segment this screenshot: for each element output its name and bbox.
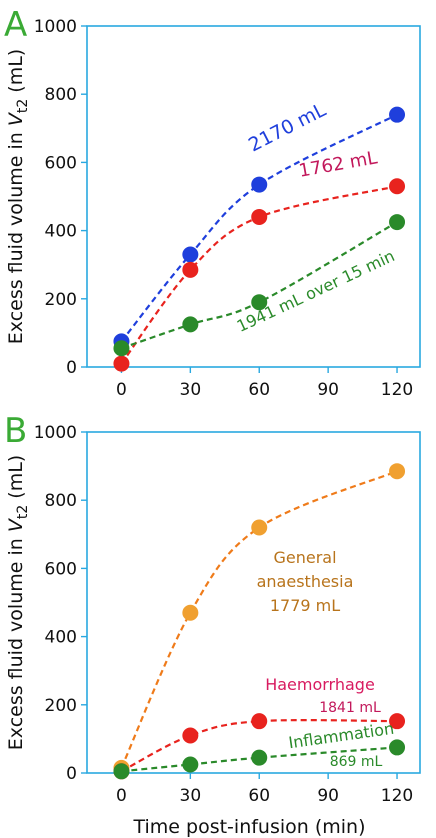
data-point [251, 519, 268, 536]
x-tick-label: 120 [381, 380, 413, 400]
y-tick-label: 0 [66, 764, 77, 784]
annotation-label: 1841 mL [319, 700, 381, 716]
y-tick-label: 400 [45, 628, 77, 648]
y-tick-label: 1000 [34, 423, 77, 443]
data-point [251, 713, 268, 730]
data-point [251, 749, 268, 766]
data-point [182, 756, 199, 773]
chart-panel-b: B 0 200 400 600 800 1000 0 30 60 90 120 Excess fluid… [4, 411, 421, 838]
data-point [182, 261, 199, 278]
y-tick-label: 0 [66, 358, 77, 378]
data-point [182, 727, 199, 744]
annotation-label: General [273, 548, 336, 567]
x-tick-label: 120 [381, 786, 413, 806]
annotation-label: 1941 mL over 15 min [234, 246, 398, 336]
x-tick-label: 60 [248, 380, 270, 400]
y-tick-label: 800 [45, 85, 77, 105]
panel-letter: B [4, 411, 27, 451]
data-point [113, 763, 130, 780]
annotation-label: 2170 mL [245, 99, 330, 157]
x-axis-title: Time post-infusion (min) [132, 816, 365, 838]
series-line [120, 470, 398, 769]
series-line [121, 221, 398, 350]
series-line [120, 185, 398, 365]
data-point [182, 604, 199, 621]
x-tick-label: 0 [116, 380, 127, 400]
plot-frame [86, 25, 421, 368]
data-point [389, 106, 406, 123]
annotation-label: anaesthesia [257, 572, 354, 591]
y-tick-label: 600 [45, 153, 77, 173]
x-tick-label: 0 [116, 786, 127, 806]
series-line [121, 746, 398, 773]
series-line [120, 113, 398, 343]
x-tick-label: 90 [317, 380, 339, 400]
data-point [251, 208, 268, 225]
x-tick-label: 90 [317, 786, 339, 806]
data-point [389, 178, 406, 195]
y-tick-label: 200 [45, 290, 77, 310]
y-tick-label: 400 [45, 222, 77, 242]
annotation-label: Haemorrhage [265, 675, 375, 694]
y-tick-label: 200 [45, 696, 77, 716]
plot-frame [86, 431, 421, 774]
x-tick-label: 60 [248, 786, 270, 806]
y-tick-label: 800 [45, 491, 77, 511]
panel-letter: A [4, 5, 27, 45]
x-tick-label: 30 [180, 380, 202, 400]
data-point [389, 739, 406, 756]
x-tick-label: 30 [180, 786, 202, 806]
y-axis-title: Excess fluid volume in Vt2 (mL) [5, 49, 31, 344]
annotation-label: 1779 mL [270, 596, 340, 615]
series-line [120, 719, 398, 773]
y-tick-label: 1000 [34, 17, 77, 37]
data-point [182, 316, 199, 333]
data-point [113, 355, 130, 372]
data-point [113, 340, 130, 357]
annotation-label: 869 mL [330, 754, 383, 770]
annotation-label: 1762 mL [297, 147, 379, 181]
data-point [389, 463, 406, 480]
y-tick-label: 600 [45, 559, 77, 579]
y-axis-title: Excess fluid volume in Vt2 (mL) [5, 455, 31, 750]
data-point [389, 214, 406, 231]
data-point [251, 176, 268, 193]
data-point [389, 713, 406, 730]
chart-panel-a: A 0 200 400 600 800 1000 0 30 60 90 120 Excess fluid… [4, 5, 421, 400]
annotation-label: Inflammation [287, 719, 395, 753]
data-point [251, 294, 268, 311]
data-point [182, 246, 199, 263]
